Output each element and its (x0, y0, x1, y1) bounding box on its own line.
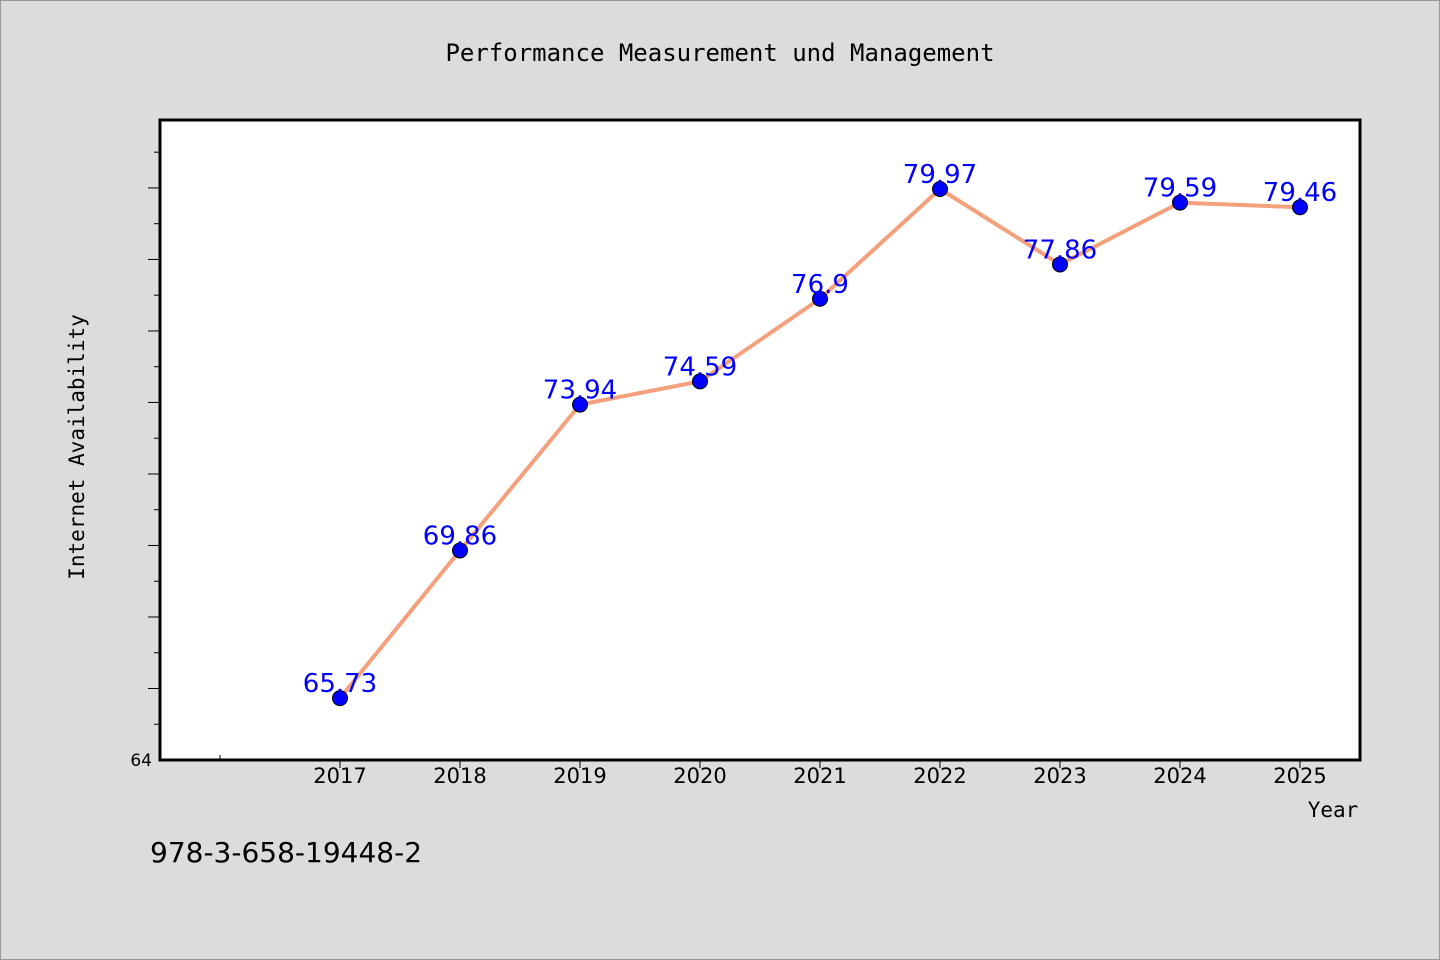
data-label: 74.59 (663, 352, 737, 382)
x-tick-label: 2018 (433, 764, 486, 788)
x-tick-label: 2017 (313, 764, 366, 788)
isbn-text: 978-3-658-19448-2 (150, 836, 422, 869)
data-point (1052, 256, 1068, 273)
data-label: 69.86 (423, 521, 497, 551)
data-point (1172, 194, 1188, 211)
data-point (812, 290, 828, 307)
data-point (932, 181, 948, 198)
data-point (452, 542, 468, 559)
data-point (572, 396, 588, 413)
x-tick-label: 2021 (793, 764, 846, 788)
y-axis-ticks: 64 (130, 151, 160, 771)
x-axis-label: Year (1308, 798, 1359, 822)
y-tick-label: 64 (130, 751, 152, 771)
data-label: 79.46 (1263, 178, 1337, 208)
x-tick-label: 2020 (673, 764, 726, 788)
plot-area (158, 118, 1362, 762)
chart-title: Performance Measurement und Management (445, 39, 994, 67)
data-label: 79.59 (1143, 174, 1217, 204)
x-tick-label: 2019 (553, 764, 606, 788)
series-group: 65.73 69.86 73.94 74.59 76.9 79.97 77.86 79.59 7… (303, 160, 1337, 707)
data-label: 77.86 (1023, 235, 1097, 265)
data-label: 76.9 (791, 270, 849, 300)
x-tick-label: 2022 (913, 764, 966, 788)
data-label: 73.94 (543, 376, 617, 406)
data-point (332, 690, 348, 707)
data-label: 65.73 (303, 669, 377, 699)
y-axis-label: Internet Availability (65, 314, 89, 580)
x-tick-label: 2023 (1033, 764, 1086, 788)
data-point (1292, 199, 1308, 216)
x-tick-label: 2024 (1153, 764, 1206, 788)
data-label: 79.97 (903, 160, 977, 190)
data-point (692, 373, 708, 390)
x-tick-label: 2025 (1273, 764, 1326, 788)
x-axis-ticks: 2017 2018 2019 2020 2021 2022 2023 2024 2025 (219, 755, 1327, 788)
